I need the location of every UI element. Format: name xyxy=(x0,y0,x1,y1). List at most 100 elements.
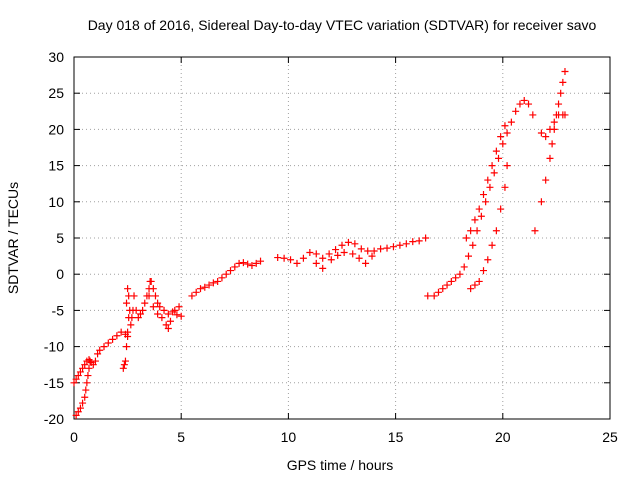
data-point xyxy=(124,285,132,293)
plot-frame xyxy=(73,56,611,420)
data-point xyxy=(477,212,485,220)
data-point xyxy=(85,364,93,372)
data-point xyxy=(546,154,554,162)
data-point xyxy=(402,240,410,248)
data-point xyxy=(434,288,442,296)
x-tick-label: 20 xyxy=(495,429,511,445)
data-point xyxy=(497,133,505,141)
data-point xyxy=(177,312,185,320)
data-point xyxy=(484,256,492,264)
data-point xyxy=(134,314,142,322)
data-point xyxy=(503,129,511,137)
data-point xyxy=(132,306,140,314)
data-point xyxy=(484,176,492,184)
data-point xyxy=(415,237,423,245)
data-point xyxy=(561,111,569,119)
data-point xyxy=(471,216,479,224)
data-point xyxy=(482,198,490,206)
data-point xyxy=(128,314,136,322)
data-point xyxy=(325,250,333,258)
data-point xyxy=(529,111,537,119)
data-point xyxy=(467,285,475,293)
data-point xyxy=(222,270,230,278)
data-point xyxy=(355,254,363,262)
data-point xyxy=(319,254,327,262)
data-point xyxy=(542,176,550,184)
data-point xyxy=(149,285,157,293)
data-point xyxy=(72,411,80,419)
data-point xyxy=(109,335,117,343)
data-point xyxy=(83,379,91,387)
data-point xyxy=(512,107,520,115)
data-point xyxy=(430,292,438,300)
data-point xyxy=(396,241,404,249)
data-point xyxy=(139,306,147,314)
data-point xyxy=(196,285,204,293)
data-point xyxy=(460,263,468,271)
data-point xyxy=(123,343,131,351)
data-point xyxy=(94,350,102,358)
data-point xyxy=(338,241,346,249)
data-point xyxy=(486,183,494,191)
data-point xyxy=(501,183,509,191)
data-point xyxy=(501,122,509,130)
data-point xyxy=(274,254,282,262)
data-point xyxy=(252,259,260,267)
data-point xyxy=(327,256,335,264)
data-point xyxy=(312,259,320,267)
data-point xyxy=(531,227,539,235)
data-point xyxy=(188,292,196,300)
data-point xyxy=(475,205,483,213)
data-point xyxy=(293,259,301,267)
data-point xyxy=(239,259,247,267)
data-point xyxy=(218,274,226,282)
data-point xyxy=(349,250,357,258)
data-point xyxy=(439,285,447,293)
data-point xyxy=(548,140,556,148)
data-point xyxy=(507,118,515,126)
data-point xyxy=(542,133,550,141)
y-tick-label: -5 xyxy=(52,302,65,318)
data-point xyxy=(84,372,92,380)
data-point xyxy=(244,260,252,268)
y-tick-label: 15 xyxy=(48,158,64,174)
data-point xyxy=(475,277,483,285)
data-point xyxy=(162,321,170,329)
data-point xyxy=(480,191,488,199)
y-tick-label: -15 xyxy=(44,375,64,391)
data-point xyxy=(164,325,172,332)
data-point xyxy=(76,368,84,376)
data-point xyxy=(205,281,213,289)
data-point xyxy=(546,125,554,133)
x-tick-label: 5 xyxy=(177,429,185,445)
data-point xyxy=(248,262,256,270)
data-point xyxy=(368,252,376,260)
chart-title: Day 018 of 2016, Sidereal Day-to-day VTE… xyxy=(88,17,597,33)
y-tick-label: 25 xyxy=(48,85,64,101)
data-point xyxy=(104,339,112,347)
data-point xyxy=(89,361,97,369)
x-axis-label: GPS time / hours xyxy=(287,457,394,473)
data-point xyxy=(166,317,174,325)
data-point xyxy=(141,299,149,307)
y-tick-label: -10 xyxy=(44,339,64,355)
data-point xyxy=(334,251,342,259)
data-point xyxy=(557,89,565,97)
data-point xyxy=(113,332,121,340)
data-point xyxy=(525,100,533,108)
data-point xyxy=(158,314,166,322)
data-point xyxy=(136,310,144,318)
data-point xyxy=(383,244,391,252)
data-point xyxy=(520,96,528,104)
y-axis-label: SDTVAR / TECUs xyxy=(5,182,21,294)
data-point xyxy=(488,162,496,170)
data-point xyxy=(447,277,455,285)
data-point xyxy=(537,198,545,206)
data-point xyxy=(319,264,327,272)
data-point xyxy=(516,100,524,108)
data-point xyxy=(488,241,496,249)
data-point xyxy=(495,154,503,162)
data-point xyxy=(559,78,567,86)
data-point xyxy=(70,379,78,387)
